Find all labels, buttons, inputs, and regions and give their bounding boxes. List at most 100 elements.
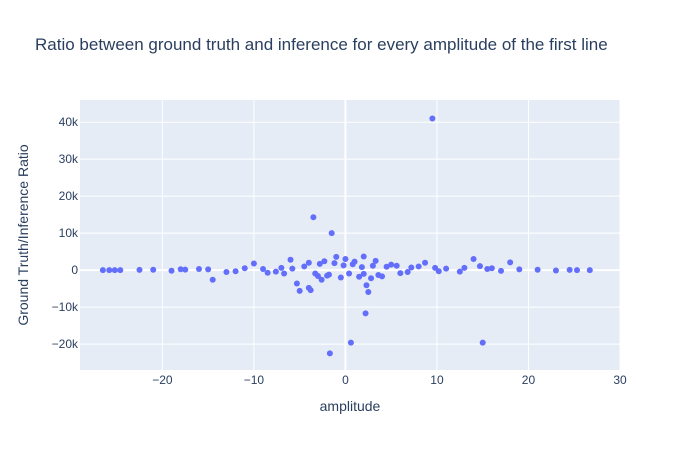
data-point[interactable] (150, 266, 157, 273)
data-point[interactable] (379, 273, 386, 280)
data-point[interactable] (328, 230, 335, 237)
data-point[interactable] (470, 256, 477, 263)
data-point[interactable] (223, 268, 230, 275)
data-point[interactable] (432, 264, 439, 271)
y-tick-label: 10k (59, 226, 79, 240)
data-point[interactable] (260, 266, 267, 273)
data-point[interactable] (264, 269, 271, 276)
data-point[interactable] (272, 268, 279, 275)
data-point[interactable] (368, 275, 375, 282)
y-tick-label: −10k (52, 300, 79, 314)
x-tick-label: 20 (522, 373, 536, 387)
data-point[interactable] (316, 260, 323, 267)
data-point[interactable] (404, 268, 411, 275)
data-point[interactable] (289, 265, 296, 272)
x-tick-label: 10 (430, 373, 444, 387)
data-point[interactable] (281, 270, 288, 277)
data-point[interactable] (356, 273, 363, 280)
data-point[interactable] (358, 264, 365, 271)
y-tick-label: 0 (71, 263, 78, 277)
data-point[interactable] (296, 287, 303, 294)
x-tick-label: 0 (342, 373, 349, 387)
data-point[interactable] (552, 267, 559, 274)
plot-area[interactable] (80, 100, 620, 370)
data-point[interactable] (342, 256, 349, 263)
data-point[interactable] (365, 288, 372, 295)
data-point[interactable] (111, 267, 118, 274)
data-point[interactable] (209, 276, 216, 283)
data-point[interactable] (331, 260, 338, 267)
data-point[interactable] (232, 268, 239, 275)
data-point[interactable] (168, 267, 175, 274)
data-markers[interactable] (99, 115, 593, 357)
data-point[interactable] (177, 266, 184, 273)
data-point[interactable] (534, 266, 541, 273)
data-point[interactable] (484, 266, 491, 273)
data-point[interactable] (349, 261, 356, 268)
data-point[interactable] (333, 253, 340, 260)
y-tick-label: 40k (59, 115, 79, 129)
x-tick-label: −10 (244, 373, 265, 387)
data-point[interactable] (346, 270, 353, 277)
data-point[interactable] (305, 259, 312, 266)
data-point[interactable] (429, 115, 436, 122)
data-point[interactable] (383, 263, 390, 270)
data-point[interactable] (195, 266, 202, 273)
data-point[interactable] (498, 267, 505, 274)
data-point[interactable] (337, 274, 344, 281)
data-point[interactable] (99, 267, 106, 274)
data-point[interactable] (250, 260, 257, 267)
data-point[interactable] (461, 264, 468, 271)
data-point[interactable] (347, 339, 354, 346)
data-point[interactable] (456, 268, 463, 275)
y-tick-label: −20k (52, 337, 79, 351)
data-point[interactable] (443, 265, 450, 272)
data-point[interactable] (397, 270, 404, 277)
data-point[interactable] (293, 280, 300, 287)
data-point[interactable] (205, 266, 212, 273)
data-point[interactable] (388, 261, 395, 268)
data-point[interactable] (326, 350, 333, 357)
data-point[interactable] (393, 262, 400, 269)
data-point[interactable] (182, 266, 189, 273)
data-point[interactable] (312, 270, 319, 277)
data-point[interactable] (136, 266, 143, 273)
data-point[interactable] (372, 257, 379, 264)
data-point[interactable] (586, 267, 593, 274)
y-tick-label: 30k (59, 152, 79, 166)
data-point[interactable] (479, 339, 486, 346)
data-point[interactable] (476, 263, 483, 270)
data-point[interactable] (415, 263, 422, 270)
data-point[interactable] (488, 265, 495, 272)
data-point[interactable] (117, 267, 124, 274)
data-point[interactable] (566, 266, 573, 273)
data-point[interactable] (287, 256, 294, 263)
data-point[interactable] (310, 214, 317, 221)
y-axis-label: Ground Truth/Inference Ratio (15, 144, 31, 326)
data-point[interactable] (363, 282, 370, 289)
data-point[interactable] (340, 262, 347, 269)
data-point[interactable] (241, 265, 248, 272)
data-point[interactable] (318, 276, 325, 283)
data-point[interactable] (360, 270, 367, 277)
data-point[interactable] (369, 262, 376, 269)
x-tick-label: −20 (152, 373, 173, 387)
data-point[interactable] (307, 287, 314, 294)
data-point[interactable] (301, 263, 308, 270)
data-point[interactable] (106, 267, 113, 274)
data-point[interactable] (422, 259, 429, 266)
data-point[interactable] (321, 258, 328, 265)
data-point[interactable] (325, 271, 332, 278)
data-point[interactable] (507, 259, 514, 266)
grid-lines (80, 100, 621, 370)
data-point[interactable] (408, 264, 415, 271)
chart-title: Ratio between ground truth and inference… (35, 35, 608, 54)
data-point[interactable] (516, 266, 523, 273)
data-point[interactable] (573, 267, 580, 274)
data-point[interactable] (360, 253, 367, 260)
x-tick-label: 30 (613, 373, 627, 387)
data-point[interactable] (278, 264, 285, 271)
data-point[interactable] (362, 310, 369, 317)
